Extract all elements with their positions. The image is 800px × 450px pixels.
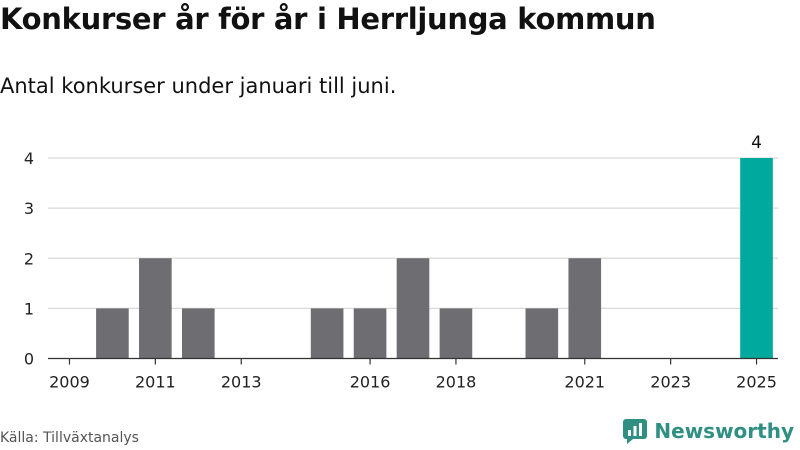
x-tick-label: 2016 [350, 373, 391, 392]
bars [96, 158, 773, 359]
x-tick-label: 2013 [221, 373, 262, 392]
bar-2021 [568, 258, 602, 359]
logo-text: Newsworthy [654, 419, 794, 443]
x-tick-label: 2009 [49, 373, 90, 392]
bar-2012 [181, 308, 215, 359]
bar-2010 [96, 308, 129, 359]
x-axis-ticks: 2009 2011 2013 2016 2018 2021 2023 2025 [48, 357, 778, 392]
source-note: Källa: Tillväxtanalys [0, 430, 139, 446]
y-tick-label: 2 [24, 249, 34, 268]
bar-2020 [525, 308, 559, 359]
y-tick-label: 0 [24, 350, 34, 369]
data-labels: 4 [751, 133, 762, 153]
bar-2011 [139, 258, 172, 359]
bar-chart: 0 1 2 3 4 2009 2011 2013 2016 2018 2021 2023 2025 4 [24, 133, 778, 392]
newsworthy-logo: Newsworthy [622, 418, 794, 444]
x-tick-label: 2023 [650, 373, 691, 392]
x-tick-label: 2018 [436, 373, 477, 392]
x-tick-label: 2025 [736, 373, 777, 392]
y-tick-label: 4 [24, 149, 34, 168]
newsworthy-logo-icon [623, 419, 648, 444]
bar-2015 [310, 308, 344, 359]
bar-2018 [439, 308, 473, 359]
bar-2016 [353, 308, 387, 359]
data-label-2025: 4 [751, 133, 762, 153]
y-tick-label: 3 [24, 199, 34, 218]
y-axis-ticks: 0 1 2 3 4 [24, 149, 34, 369]
x-tick-label: 2021 [564, 373, 605, 392]
y-tick-label: 1 [24, 299, 34, 318]
bar-2017 [396, 258, 430, 359]
chart-title: Konkurser år för år i Herrljunga kommun [0, 2, 656, 36]
chart-subtitle: Antal konkurser under januari till juni. [0, 74, 397, 98]
x-tick-label: 2011 [135, 373, 176, 392]
bar-2025 [740, 158, 773, 359]
